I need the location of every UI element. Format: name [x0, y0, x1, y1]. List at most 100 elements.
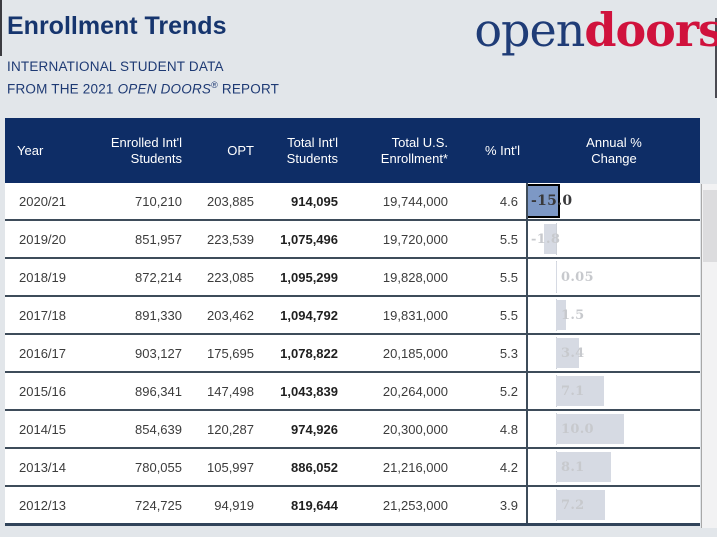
cell-total_intl: 974,926 — [291, 421, 338, 437]
cell-pct_intl: 4.6 — [456, 183, 528, 219]
cell-enrolled: 710,210 — [135, 193, 182, 209]
cell-enrolled: 896,341 — [135, 383, 182, 399]
vertical-scrollbar[interactable] — [701, 184, 717, 528]
cell-enrolled: 903,127 — [135, 345, 182, 361]
subtitle-line1: INTERNATIONAL STUDENT DATA — [7, 59, 224, 74]
cell-pct_intl: 5.3 — [456, 335, 528, 371]
cell-annual-change: 10.0 — [528, 411, 698, 447]
cell-opt: 223,539 — [207, 231, 254, 247]
header-cell-opt[interactable]: OPT — [227, 142, 254, 158]
annual-change-label: 7.1 — [561, 383, 585, 399]
cell-enrolled: 724,725 — [135, 497, 182, 513]
annual-change-label: 3.4 — [561, 345, 585, 361]
header-cell-enrolled[interactable]: Enrolled Int'l Students — [110, 134, 182, 166]
cell-opt: 147,498 — [207, 383, 254, 399]
table-header-row: Year Enrolled Int'l Students OPT Total Int'… — [5, 118, 700, 183]
cell-enrolled: 891,330 — [135, 307, 182, 323]
cell-total_us: 19,828,000 — [382, 269, 448, 285]
selected-data-bar[interactable] — [528, 184, 560, 218]
annual-change-bar — [556, 376, 605, 406]
cell-pct_intl: 5.5 — [456, 259, 528, 295]
logo-doors: doors — [584, 3, 717, 57]
cell-year: 2017/18 — [19, 307, 66, 323]
cell-year: 2012/13 — [19, 497, 66, 513]
cell-total_us: 19,720,000 — [382, 231, 448, 247]
subtitle-line2-italic: OPEN DOORS — [117, 81, 212, 97]
table-row[interactable]: 2016/17 903,127 175,695 1,078,822 20,185,000… — [5, 335, 700, 373]
window-edge-right — [715, 18, 717, 98]
cell-enrolled: 872,214 — [135, 269, 182, 285]
header-cell-annual[interactable]: Annual % Change — [528, 135, 700, 167]
cell-total_intl: 1,078,822 — [280, 345, 338, 361]
cell-opt: 94,919 — [214, 497, 254, 513]
annual-change-bar — [556, 452, 612, 482]
cell-total_intl: 1,043,839 — [280, 383, 338, 399]
annual-change-bar — [556, 338, 580, 368]
cell-year: 2013/14 — [19, 459, 66, 475]
table-row[interactable]: 2017/18 891,330 203,462 1,094,792 19,831,000… — [5, 297, 700, 335]
cell-total_us: 20,264,000 — [382, 383, 448, 399]
cell-annual-change: -1.8 — [528, 221, 698, 257]
opendoors-logo: opendoors — [474, 0, 717, 62]
annual-change-label: -1.8 — [531, 231, 561, 247]
cell-pct_intl: 4.8 — [456, 411, 528, 447]
cell-total_intl: 886,052 — [291, 459, 338, 475]
enrollment-table: Year Enrolled Int'l Students OPT Total Int'… — [5, 118, 700, 526]
table-row[interactable]: 2019/20 851,957 223,539 1,075,496 19,720,000… — [5, 221, 700, 259]
cell-total_us: 20,185,000 — [382, 345, 448, 361]
cell-pct_intl: 5.5 — [456, 297, 528, 333]
scrollbar-thumb[interactable] — [703, 190, 717, 262]
cell-annual-change: 0.05 — [528, 259, 698, 295]
table-row[interactable]: 2012/13 724,725 94,919 819,644 21,253,000 3.9… — [5, 487, 700, 526]
cell-total_us: 20,300,000 — [382, 421, 448, 437]
table-row[interactable]: 2020/21 710,210 203,885 914,095 19,744,000 4.… — [5, 183, 700, 221]
subtitle-line2-suffix: REPORT — [217, 81, 280, 97]
zero-axis-line — [556, 261, 557, 293]
annual-change-label: 1.5 — [561, 307, 585, 323]
table-body: 2020/21 710,210 203,885 914,095 19,744,000 4.… — [5, 183, 700, 526]
subtitle-line2-prefix: FROM THE 2021 — [7, 81, 118, 97]
cell-annual-change: 7.1 — [528, 373, 698, 409]
cell-enrolled: 780,055 — [135, 459, 182, 475]
cell-total_us: 19,744,000 — [382, 193, 448, 209]
cell-annual-change: 1.5 — [528, 297, 698, 333]
cell-annual-change: 3.4 — [528, 335, 698, 371]
cell-enrolled: 851,957 — [135, 231, 182, 247]
cell-pct_intl: 5.5 — [456, 221, 528, 257]
table-row[interactable]: 2018/19 872,214 223,085 1,095,299 19,828,000… — [5, 259, 700, 297]
header-cell-total_us[interactable]: Total U.S. Enrollment* — [380, 134, 448, 166]
annual-change-bar — [543, 224, 556, 254]
table-row[interactable]: 2014/15 854,639 120,287 974,926 20,300,000 4.… — [5, 411, 700, 449]
cell-year: 2015/16 — [19, 383, 66, 399]
header-cell-year[interactable]: Year — [17, 142, 44, 158]
cell-pct_intl: 4.2 — [456, 449, 528, 485]
cell-opt: 105,997 — [207, 459, 254, 475]
header-cell-total_intl[interactable]: Total Int'l Students — [286, 134, 338, 166]
cell-opt: 175,695 — [207, 345, 254, 361]
cell-total_intl: 914,095 — [291, 193, 338, 209]
cell-enrolled: 854,639 — [135, 421, 182, 437]
window-edge-left — [0, 0, 2, 56]
cell-total_us: 19,831,000 — [382, 307, 448, 323]
cell-total_intl: 1,094,792 — [280, 307, 338, 323]
annual-change-bar — [556, 300, 567, 330]
cell-year: 2018/19 — [19, 269, 66, 285]
table-row[interactable]: 2013/14 780,055 105,997 886,052 21,216,000 4.… — [5, 449, 700, 487]
annual-change-label: 8.1 — [561, 459, 585, 475]
annual-change-bar — [556, 414, 624, 444]
header-cell-pct_intl[interactable]: % Int'l — [485, 142, 520, 158]
annual-change-bar — [556, 490, 605, 520]
page-title: Enrollment Trends — [7, 12, 227, 40]
cell-opt: 203,462 — [207, 307, 254, 323]
annual-change-label: 7.2 — [561, 497, 585, 513]
cell-total_intl: 1,095,299 — [280, 269, 338, 285]
cell-annual-change[interactable]: -15.0 — [528, 183, 698, 219]
cell-total_us: 21,216,000 — [382, 459, 448, 475]
cell-opt: 223,085 — [207, 269, 254, 285]
cell-year: 2016/17 — [19, 345, 66, 361]
cell-total_intl: 1,075,496 — [280, 231, 338, 247]
table-row[interactable]: 2015/16 896,341 147,498 1,043,839 20,264,000… — [5, 373, 700, 411]
annual-change-label: -15.0 — [531, 193, 573, 209]
cell-total_intl: 819,644 — [291, 497, 338, 513]
header-cell-label: Annual % Change — [586, 134, 642, 166]
